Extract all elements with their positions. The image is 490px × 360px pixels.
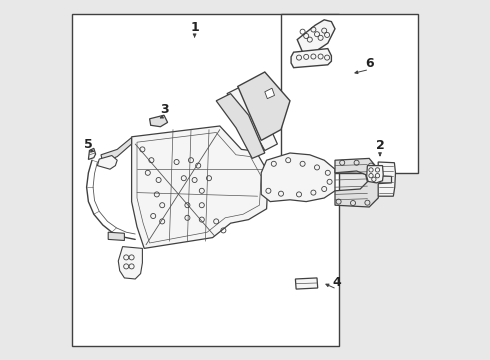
Polygon shape	[295, 278, 318, 289]
Bar	[72, 14, 339, 346]
Polygon shape	[291, 49, 331, 68]
Polygon shape	[137, 132, 261, 243]
Polygon shape	[108, 232, 124, 240]
Polygon shape	[98, 156, 117, 169]
Polygon shape	[118, 247, 143, 279]
Polygon shape	[378, 162, 395, 196]
Polygon shape	[149, 115, 168, 127]
Text: 5: 5	[84, 138, 93, 150]
Polygon shape	[367, 166, 383, 183]
Text: 2: 2	[376, 139, 384, 152]
Polygon shape	[238, 72, 290, 140]
Polygon shape	[261, 153, 335, 202]
Text: 6: 6	[365, 57, 373, 69]
Polygon shape	[297, 20, 335, 52]
Polygon shape	[335, 158, 380, 207]
Text: 1: 1	[190, 21, 199, 33]
Polygon shape	[227, 86, 277, 150]
Polygon shape	[265, 88, 274, 99]
Polygon shape	[88, 148, 96, 159]
Polygon shape	[132, 126, 269, 248]
Bar	[281, 14, 418, 173]
Polygon shape	[101, 138, 132, 163]
Text: 4: 4	[332, 276, 341, 289]
Text: 3: 3	[160, 103, 168, 116]
Polygon shape	[216, 94, 265, 158]
